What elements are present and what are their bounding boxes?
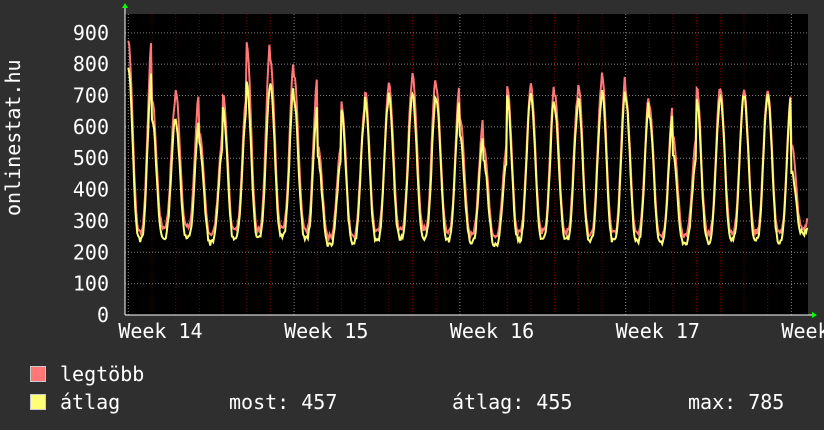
y-tick-label: 100 xyxy=(73,272,109,296)
y-axis-title: onlinestat.hu xyxy=(1,59,25,216)
x-tick-label: Week 17 xyxy=(616,319,700,340)
y-tick-label: 600 xyxy=(73,115,109,139)
stat-maximum-label: max: xyxy=(688,390,737,414)
stat-average-value: 455 xyxy=(536,390,573,414)
stat-average: átlag: 455 xyxy=(452,390,572,414)
y-axis-arrow xyxy=(122,3,128,8)
x-tick-label: Week 16 xyxy=(450,319,534,340)
x-tick-label: Week 14 xyxy=(118,319,202,340)
stat-maximum: max: 785 xyxy=(688,390,784,414)
legend-swatch-atlag xyxy=(30,394,46,410)
legend-label-legtobb: legtöbb xyxy=(60,362,145,386)
legend-item-legtobb: legtöbb xyxy=(30,362,144,386)
y-tick-label: 400 xyxy=(73,178,109,202)
stat-current: most: 457 xyxy=(229,390,337,414)
stat-current-value: 457 xyxy=(301,390,338,414)
stat-maximum-value: 785 xyxy=(748,390,785,414)
x-tick-label: Week 18 xyxy=(781,319,824,340)
x-tick-label: Week 15 xyxy=(284,319,368,340)
legend-label-atlag: átlag xyxy=(60,390,121,414)
chart-area: 0 100 200 300 400 500 600 700 800 900 Week 14 Week … xyxy=(73,3,824,340)
stat-current-label: most: xyxy=(229,390,290,414)
legend-swatch-legtobb xyxy=(30,366,46,382)
y-tick-label: 800 xyxy=(73,52,109,76)
legend-item-atlag: átlag xyxy=(30,390,120,414)
stat-average-label: átlag: xyxy=(452,390,525,414)
y-tick-label: 300 xyxy=(73,209,109,233)
y-tick-label: 500 xyxy=(73,146,109,170)
series-line-atlag xyxy=(127,67,809,248)
y-tick-label: 900 xyxy=(73,21,109,45)
y-tick-label: 0 xyxy=(97,303,109,327)
x-axis-arrow xyxy=(812,312,817,318)
y-tick-label: 700 xyxy=(73,84,109,108)
y-tick-label: 200 xyxy=(73,240,109,264)
